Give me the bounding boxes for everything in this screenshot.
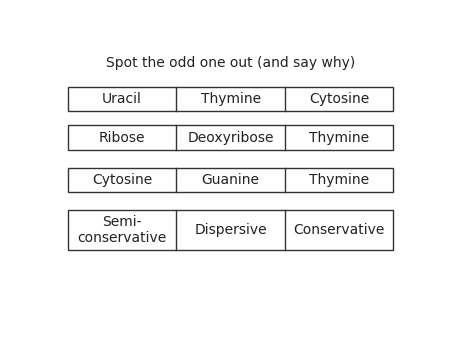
Text: Semi-
conservative: Semi- conservative [77, 215, 167, 245]
Text: Thymine: Thymine [309, 130, 369, 145]
Text: Conservative: Conservative [293, 223, 385, 237]
Text: Dispersive: Dispersive [194, 223, 267, 237]
Text: Cytosine: Cytosine [309, 92, 369, 106]
Bar [68, 87, 393, 112]
Text: Guanine: Guanine [202, 173, 260, 187]
Bar [68, 168, 393, 192]
Bar [68, 210, 393, 250]
Text: Thymine: Thymine [201, 92, 261, 106]
Text: Uracil: Uracil [102, 92, 142, 106]
Text: Ribose: Ribose [99, 130, 145, 145]
Text: Spot the odd one out (and say why): Spot the odd one out (and say why) [106, 56, 355, 70]
Text: Cytosine: Cytosine [92, 173, 152, 187]
Bar [68, 125, 393, 150]
Text: Deoxyribose: Deoxyribose [187, 130, 274, 145]
Text: Thymine: Thymine [309, 173, 369, 187]
